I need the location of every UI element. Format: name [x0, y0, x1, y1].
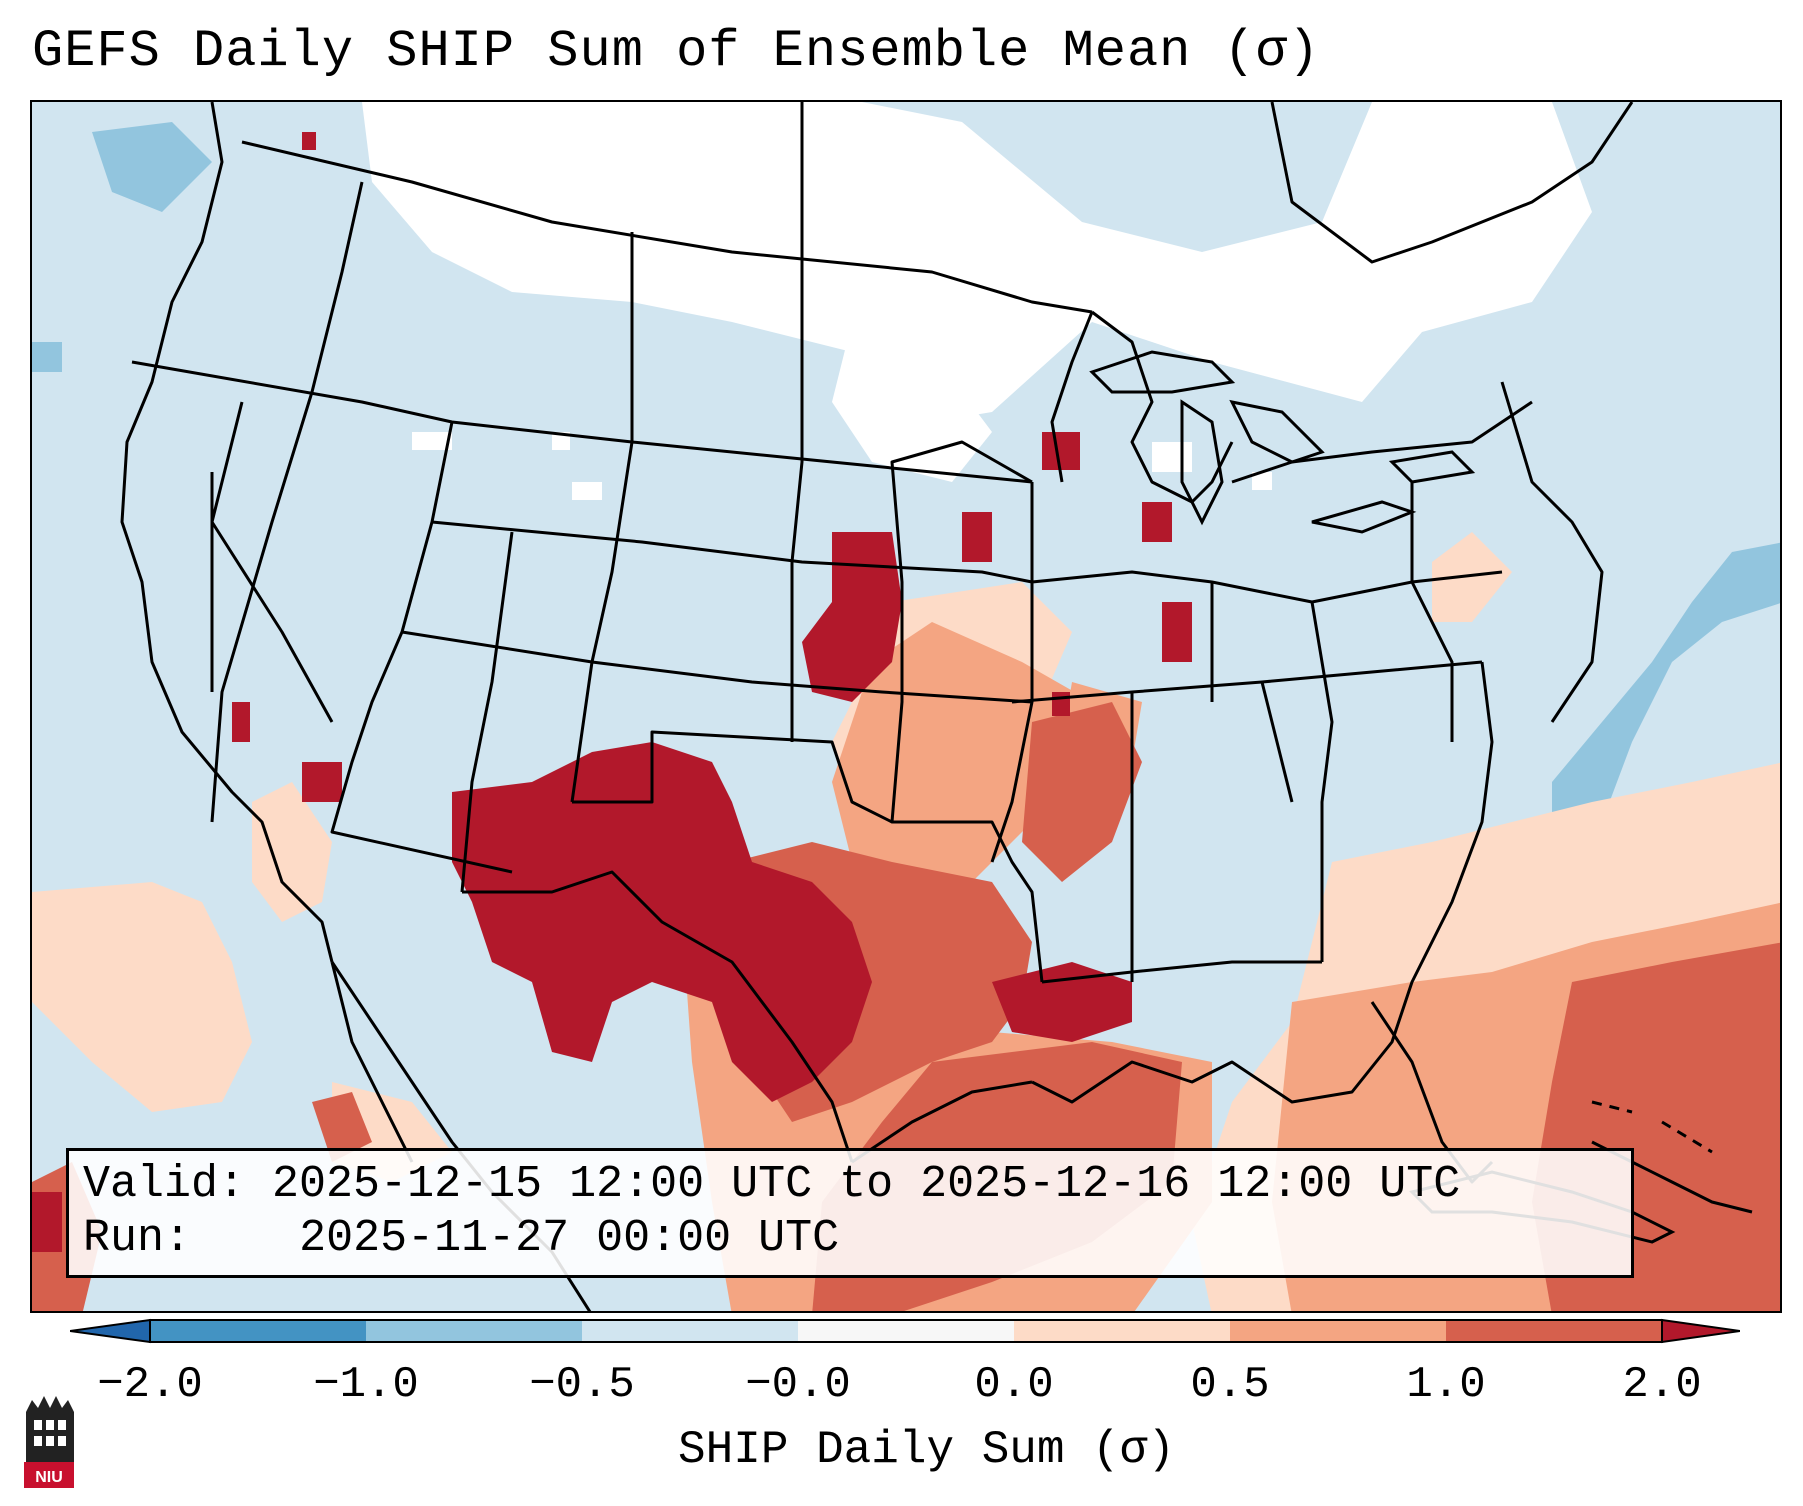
colorbar-seg-1 — [366, 1320, 582, 1342]
negative-anomaly-regions — [32, 122, 1780, 842]
colorbar-tick-1: −1.0 — [313, 1360, 419, 1410]
niu-logo-text: NIU — [35, 1469, 63, 1486]
colorbar-label: SHIP Daily Sum (σ) — [678, 1424, 1175, 1476]
great-lakes — [1089, 350, 1476, 534]
colorbar-seg-5 — [1230, 1320, 1446, 1342]
zero-anomaly-regions — [362, 102, 1592, 500]
colorbar-extend-low — [70, 1318, 151, 1344]
colorbar-extend-high — [1661, 1318, 1740, 1344]
colorbar-seg-3 — [798, 1320, 1014, 1342]
info-box: Valid: 2025-12-15 12:00 UTC to 2025-12-1… — [66, 1148, 1634, 1278]
ship-map — [32, 102, 1780, 1311]
colorbar — [70, 1318, 1740, 1344]
state-borders — [120, 102, 1753, 1311]
colorbar-tick-3: −0.0 — [745, 1360, 851, 1410]
colorbar-seg-2 — [582, 1320, 798, 1342]
map-title: GEFS Daily SHIP Sum of Ensemble Mean (σ) — [32, 22, 1321, 81]
colorbar-seg-0 — [150, 1320, 366, 1342]
valid-value: 2025-12-15 12:00 UTC to 2025-12-16 12:00… — [272, 1159, 1461, 1210]
colorbar-tick-5: 0.5 — [1190, 1360, 1270, 1410]
colorbar-tick-6: 1.0 — [1406, 1360, 1486, 1410]
colorbar-tick-4: 0.0 — [974, 1360, 1054, 1410]
run-value: 2025-11-27 00:00 UTC — [299, 1213, 840, 1264]
colorbar-seg-4 — [1014, 1320, 1230, 1342]
valid-label: Valid: — [83, 1159, 246, 1210]
colorbar-tick-7: 2.0 — [1622, 1360, 1702, 1410]
colorbar-seg-6 — [1446, 1320, 1662, 1342]
niu-logo: NIU — [24, 1396, 74, 1488]
map-panel — [30, 100, 1782, 1313]
run-label: Run: — [83, 1213, 192, 1264]
colorbar-tick-0: −2.0 — [97, 1360, 203, 1410]
colorbar-tick-2: −0.5 — [529, 1360, 635, 1410]
